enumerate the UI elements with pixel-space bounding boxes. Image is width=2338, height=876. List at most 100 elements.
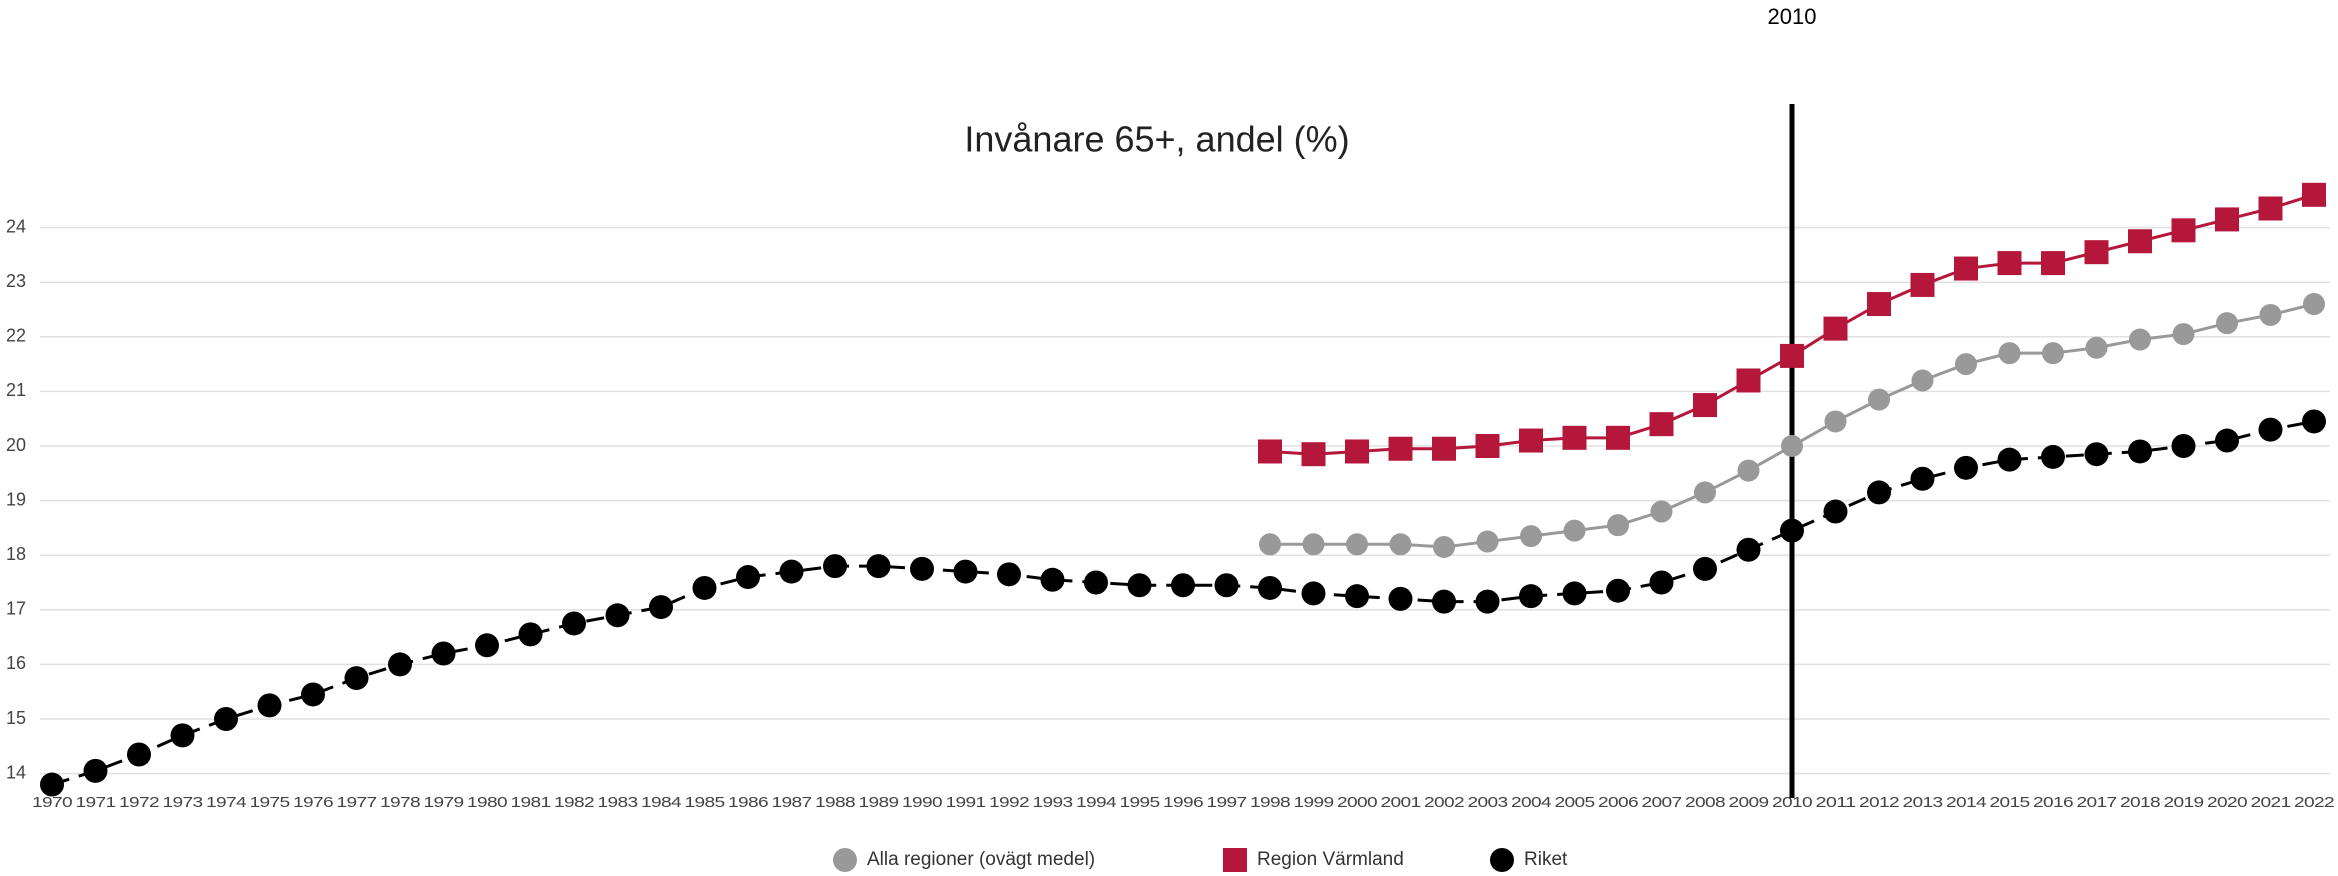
x-tick-label: 1973	[163, 794, 203, 811]
series-marker	[1345, 439, 1369, 464]
x-tick-label: 2001	[1381, 794, 1421, 811]
series-marker	[2215, 428, 2239, 453]
x-tick-label: 1997	[1207, 794, 1247, 811]
x-tick-label: 2005	[1555, 794, 1595, 811]
legend-label: Region Värmland	[1257, 849, 1404, 870]
series-marker	[1694, 481, 1716, 504]
series-marker	[1259, 533, 1281, 556]
series-marker	[1084, 570, 1108, 595]
series-marker	[2172, 323, 2195, 346]
series-marker	[1954, 256, 1978, 281]
x-tick-label: 2017	[2077, 794, 2117, 811]
series-marker	[2303, 293, 2325, 316]
x-tick-label: 1996	[1163, 794, 1203, 811]
annotation-label: 2010	[1768, 4, 1817, 29]
x-tick-label: 1993	[1033, 794, 1073, 811]
series-marker	[953, 559, 978, 584]
x-tick-label: 2000	[1337, 794, 1377, 811]
x-tick-label: 1978	[380, 794, 420, 811]
x-tick-label: 1975	[250, 794, 290, 811]
series-marker	[214, 707, 238, 732]
series-marker	[2042, 342, 2064, 365]
series-marker	[692, 575, 717, 600]
series-marker	[1563, 519, 1586, 542]
x-tick-label: 2020	[2207, 794, 2247, 811]
series-marker	[1258, 575, 1282, 600]
series-marker	[1868, 388, 1890, 411]
series-marker	[1519, 584, 1543, 609]
series-marker	[1693, 393, 1717, 418]
series-marker	[910, 556, 934, 581]
series-marker	[562, 611, 586, 636]
series-marker	[2216, 312, 2238, 335]
x-tick-label: 1981	[511, 794, 551, 811]
series-marker	[1562, 425, 1587, 450]
x-tick-label: 1971	[76, 794, 116, 811]
series-marker	[736, 565, 760, 590]
x-tick-label: 2002	[1424, 794, 1464, 811]
series-marker	[301, 682, 325, 707]
series-marker	[1214, 573, 1239, 598]
series-marker	[1258, 439, 1282, 464]
x-tick-label: 1980	[467, 794, 507, 811]
series-marker	[1432, 589, 1456, 614]
series-marker	[257, 693, 282, 718]
series-marker	[1475, 434, 1500, 459]
series-marker	[1040, 567, 1065, 592]
x-tick-label: 1987	[772, 794, 812, 811]
x-tick-label: 1974	[206, 794, 246, 811]
series-marker	[1388, 436, 1413, 461]
x-tick-label: 2016	[2033, 794, 2073, 811]
series-marker	[388, 652, 412, 677]
series-marker	[1475, 589, 1500, 614]
x-tick-label: 1972	[119, 794, 159, 811]
series-marker	[344, 666, 369, 691]
x-tick-label: 2003	[1468, 794, 1508, 811]
x-tick-label: 2009	[1729, 794, 1769, 811]
series-marker	[866, 554, 891, 579]
y-tick-label: 18	[6, 544, 26, 564]
x-tick-label: 2022	[2294, 794, 2334, 811]
series-marker	[1997, 447, 2022, 472]
y-tick-label: 14	[6, 762, 26, 782]
series-marker	[2258, 417, 2283, 442]
series-marker	[1606, 425, 1630, 450]
series-marker	[605, 603, 630, 628]
series-marker	[2171, 434, 2196, 459]
series-marker	[2129, 328, 2151, 351]
series-marker	[2041, 444, 2065, 469]
y-tick-label: 16	[6, 653, 26, 673]
y-tick-label: 19	[6, 489, 26, 509]
x-tick-label: 1984	[641, 794, 681, 811]
x-tick-label: 2011	[1816, 794, 1856, 811]
series-marker	[170, 723, 195, 748]
y-tick-label: 24	[6, 216, 26, 236]
series-marker	[1867, 292, 1891, 317]
series-marker	[431, 641, 456, 666]
x-tick-label: 1977	[337, 794, 377, 811]
x-tick-label: 2012	[1859, 794, 1899, 811]
series-marker	[1649, 412, 1674, 437]
x-tick-label: 1999	[1294, 794, 1334, 811]
series-marker	[1693, 556, 1717, 581]
series-marker	[1910, 466, 1935, 491]
x-tick-label: 2008	[1685, 794, 1725, 811]
x-tick-label: 1983	[598, 794, 638, 811]
x-tick-label: 2018	[2120, 794, 2160, 811]
legend-swatch	[1490, 848, 1514, 872]
series-marker	[1562, 581, 1587, 606]
series-marker	[2302, 182, 2326, 207]
x-tick-label: 1991	[946, 794, 986, 811]
series-marker	[2302, 409, 2326, 434]
series-marker	[1824, 410, 1847, 433]
series-marker	[1910, 272, 1935, 297]
series-marker	[1823, 316, 1848, 341]
series-marker	[1649, 570, 1674, 595]
series-marker	[2084, 240, 2109, 265]
chart-title: Invånare 65+, andel (%)	[964, 119, 1349, 160]
series-marker	[1780, 343, 1804, 368]
series-marker	[1607, 514, 1629, 537]
x-tick-label: 1986	[728, 794, 768, 811]
x-tick-label: 1985	[685, 794, 725, 811]
x-tick-label: 1988	[815, 794, 855, 811]
